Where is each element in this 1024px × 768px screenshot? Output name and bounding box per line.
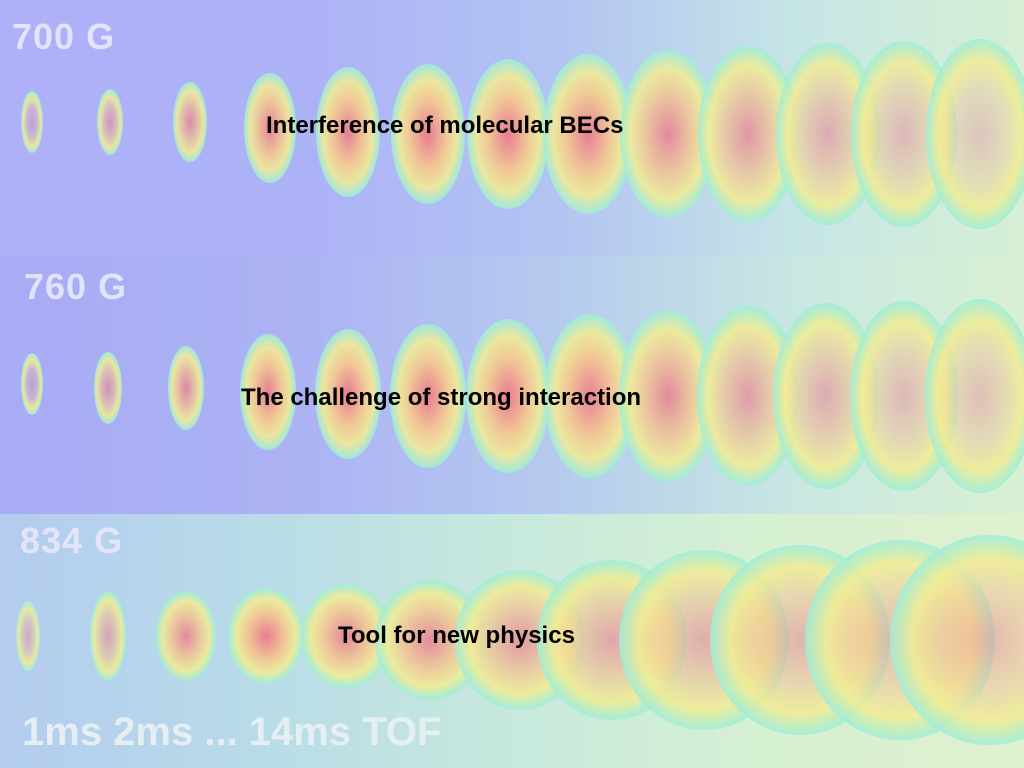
condensate-cloud [925, 299, 1024, 493]
condensate-cloud [168, 346, 204, 430]
condensate-cloud [90, 591, 126, 681]
field-label-834g: 834 G [20, 520, 124, 561]
condensate-cloud [926, 39, 1024, 229]
condensate-cloud [94, 352, 122, 424]
condensate-cloud [466, 319, 550, 473]
condensate-cloud [244, 73, 296, 183]
caption-molecular-becs: Interference of molecular BECs [266, 112, 624, 139]
field-label-760g: 760 G [24, 266, 128, 307]
condensate-cloud [97, 89, 123, 155]
condensate-cloud [228, 588, 304, 684]
condensate-cloud [156, 591, 216, 681]
condensate-cloud [467, 59, 549, 209]
condensate-cloud [391, 64, 465, 204]
condensate-cloud [543, 54, 633, 214]
condensate-cloud [240, 334, 296, 450]
condensate-cloud [315, 329, 381, 459]
condensate-cloud [173, 82, 207, 162]
caption-strong-interaction: The challenge of strong interaction [241, 384, 642, 411]
caption-new-physics: Tool for new physics [338, 622, 575, 649]
field-label-700g: 700 G [12, 16, 116, 57]
condensate-cloud [390, 324, 466, 468]
condensate-cloud [21, 353, 43, 415]
condensate-cloud [21, 91, 43, 153]
time-of-flight-label: 1ms 2ms ... 14ms TOF [22, 710, 442, 754]
condensate-cloud [316, 67, 380, 197]
condensate-cloud [16, 601, 40, 671]
